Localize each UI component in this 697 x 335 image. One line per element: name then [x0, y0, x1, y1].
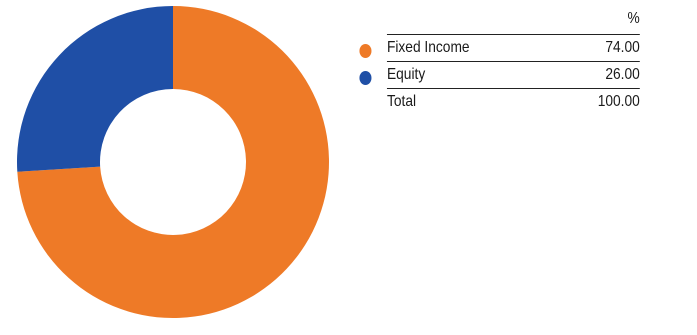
equity-value: 26.00: [605, 66, 640, 83]
table-row-equity: Equity 26.00: [356, 61, 640, 88]
total-value: 100.00: [597, 93, 640, 110]
fixed-income-label: Fixed Income: [386, 39, 470, 56]
total-label: Total: [386, 93, 417, 110]
allocation-table: % Fixed Income 74.00 Equity 26.00 Total …: [356, 8, 640, 115]
equity-label: Equity: [386, 66, 426, 83]
equity-swatch: [359, 71, 372, 85]
fixed-income-value: 74.00: [605, 39, 640, 56]
fixed-income-swatch: [359, 44, 372, 58]
table-row-total: Total 100.00: [356, 88, 640, 115]
slice-fixed-income: [17, 6, 329, 318]
percent-header: %: [627, 10, 640, 27]
table-row-fixed-income: Fixed Income 74.00: [356, 34, 640, 61]
table-header: %: [356, 8, 640, 34]
slice-equity: [16, 6, 173, 172]
